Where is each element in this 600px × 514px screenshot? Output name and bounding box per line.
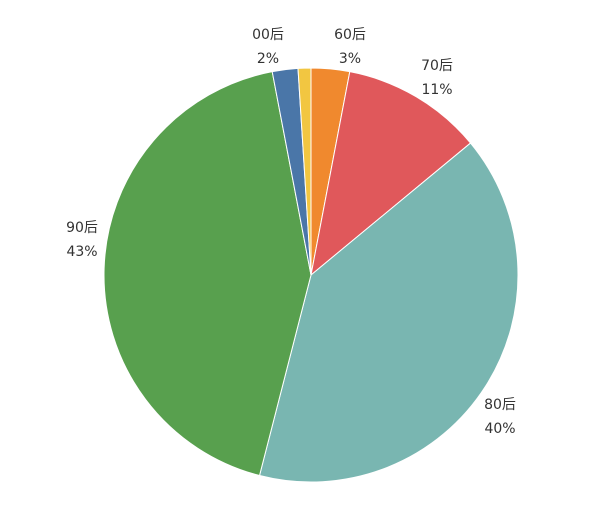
pie-slice — [310, 71, 472, 277]
pie-slice — [297, 67, 312, 276]
slice-value-label: 43% — [66, 244, 97, 260]
slice-label: 90后 — [66, 220, 98, 236]
slice-value-label: 3% — [339, 51, 361, 67]
pie-slice — [258, 142, 519, 483]
slice-value-label: 40% — [484, 421, 515, 437]
slice-label: 60后 — [334, 27, 366, 43]
slice-label: 70后 — [421, 58, 453, 74]
pie-slice — [103, 71, 312, 477]
slice-value-label: 11% — [421, 82, 452, 98]
slice-label: 80后 — [484, 397, 516, 413]
slice-label: 00后 — [252, 27, 284, 43]
slice-value-label: 2% — [257, 51, 279, 67]
